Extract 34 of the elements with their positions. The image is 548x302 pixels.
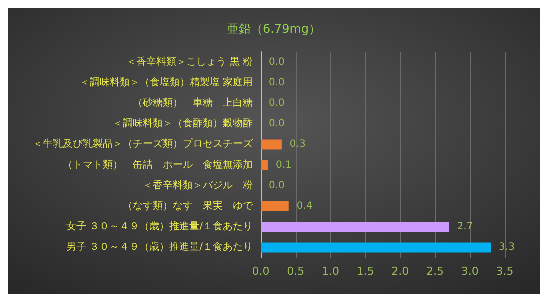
x-tick-label: 0.0 <box>252 265 270 278</box>
bar <box>261 160 268 170</box>
y-tick-label: ＜香辛料類＞こしょう 黒 粉 <box>126 56 253 68</box>
data-label: 0.0 <box>269 77 285 88</box>
bar <box>261 242 492 253</box>
y-tick-label: ＜調味料類＞（食塩類）精製塩 家庭用 <box>80 76 253 88</box>
data-label: 2.7 <box>457 222 474 233</box>
bar <box>261 222 450 232</box>
data-label: 0.3 <box>290 139 306 150</box>
y-tick-label: （なす類）なす 果実 ゆで <box>123 200 254 212</box>
y-tick-label: （トマト類） 缶詰 ホール 食塩無添加 <box>63 158 253 171</box>
x-tick-label: 0.5 <box>287 265 305 278</box>
data-label: 0.0 <box>269 98 285 109</box>
data-label: 0.4 <box>296 201 313 212</box>
y-tick-label: ＜香辛料類＞バジル 粉 <box>143 179 253 192</box>
data-label: 0.1 <box>276 160 292 171</box>
data-label: 0.0 <box>269 56 285 68</box>
y-tick-label: ＜調味料類＞（食酢類）穀物酢 <box>113 118 253 130</box>
x-tick-label: 2.5 <box>426 265 444 278</box>
chart-title: 亜鉛（6.79mg） <box>226 22 322 36</box>
data-label: 3.3 <box>499 242 515 254</box>
y-tick-label: 男子 ３０～４９（歳）推進量/１食あたり <box>66 241 253 254</box>
data-label: 0.0 <box>269 180 285 192</box>
x-tick-label: 3.0 <box>461 265 479 278</box>
x-tick-label: 2.0 <box>392 265 410 278</box>
x-tick-label: 1.0 <box>322 265 340 278</box>
y-tick-label: （砂糖類） 車糖 上白糖 <box>133 97 253 109</box>
y-tick-label: 女子 ３０～４９（歳）推進量/１食あたり <box>66 220 253 233</box>
bar <box>261 202 289 212</box>
data-label: 0.0 <box>269 118 285 130</box>
y-tick-label: ＜牛乳及び乳製品＞（チーズ類）プロセスチーズ <box>33 138 254 150</box>
x-tick-label: 1.5 <box>356 265 374 278</box>
bar <box>261 140 282 150</box>
x-tick-label: 3.5 <box>496 265 514 278</box>
